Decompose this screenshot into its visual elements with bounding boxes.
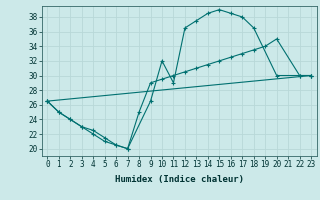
- X-axis label: Humidex (Indice chaleur): Humidex (Indice chaleur): [115, 175, 244, 184]
